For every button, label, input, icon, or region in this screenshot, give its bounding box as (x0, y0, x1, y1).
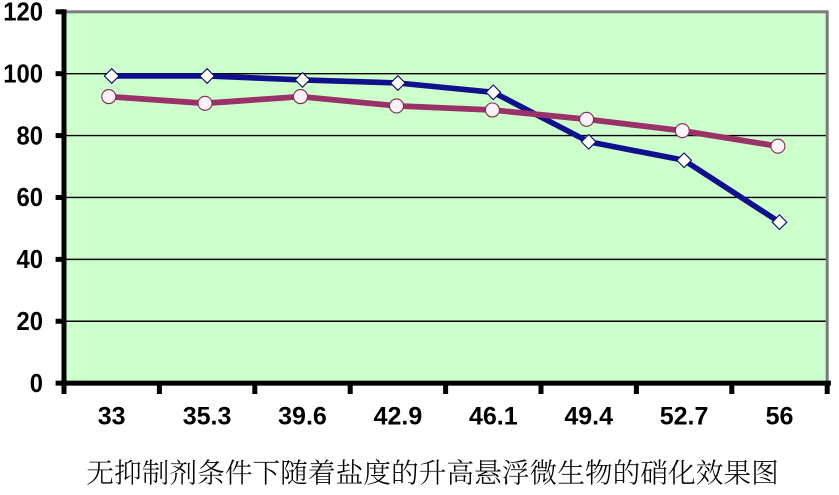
svg-text:80: 80 (17, 122, 44, 150)
svg-text:35.3: 35.3 (183, 402, 232, 430)
svg-text:0: 0 (30, 370, 43, 398)
svg-text:100: 100 (3, 60, 43, 88)
svg-text:120: 120 (3, 0, 43, 27)
svg-text:39.6: 39.6 (278, 402, 327, 430)
svg-text:46.1: 46.1 (469, 402, 518, 430)
svg-text:42.9: 42.9 (374, 402, 423, 430)
svg-text:33: 33 (98, 402, 126, 430)
svg-text:52.7: 52.7 (660, 402, 709, 430)
svg-text:40: 40 (17, 246, 44, 274)
svg-text:60: 60 (17, 184, 44, 212)
svg-text:49.4: 49.4 (564, 402, 613, 430)
svg-text:56: 56 (766, 402, 794, 430)
svg-text:20: 20 (17, 308, 44, 336)
